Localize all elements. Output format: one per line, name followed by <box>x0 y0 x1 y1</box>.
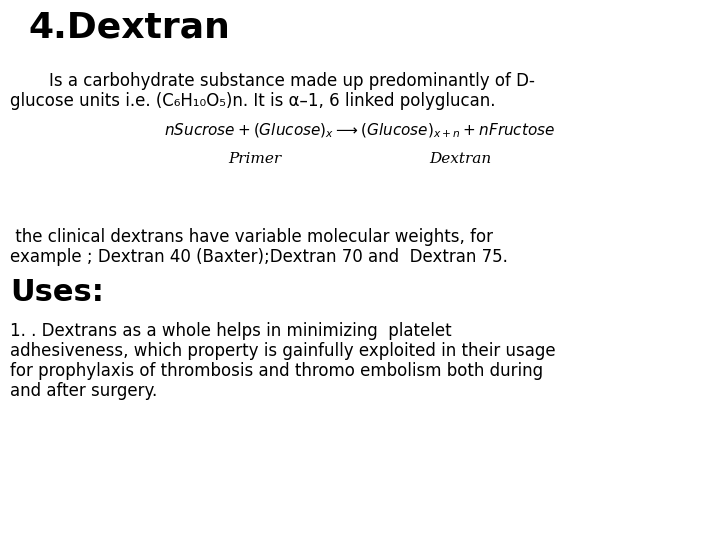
Text: $\mathit{nSucrose + (Glucose)_x \longrightarrow (Glucose)_{x+n} + nFructose}$: $\mathit{nSucrose + (Glucose)_x \longrig… <box>164 122 556 140</box>
Text: adhesiveness, which property is gainfully exploited in their usage: adhesiveness, which property is gainfull… <box>10 342 556 360</box>
Text: for prophylaxis of thrombosis and thromo embolism both during: for prophylaxis of thrombosis and thromo… <box>10 362 543 380</box>
Text: the clinical dextrans have variable molecular weights, for: the clinical dextrans have variable mole… <box>10 228 493 246</box>
Text: Dextran: Dextran <box>429 152 491 166</box>
Text: glucose units i.e. (C₆H₁₀O₅)n. It is α–1, 6 linked polyglucan.: glucose units i.e. (C₆H₁₀O₅)n. It is α–1… <box>10 92 495 110</box>
Text: and after surgery.: and after surgery. <box>10 382 157 400</box>
Text: Primer: Primer <box>228 152 282 166</box>
Text: 4.Dextran: 4.Dextran <box>28 10 230 44</box>
Text: 1. . Dextrans as a whole helps in minimizing  platelet: 1. . Dextrans as a whole helps in minimi… <box>10 322 451 340</box>
Text: Is a carbohydrate substance made up predominantly of D-: Is a carbohydrate substance made up pred… <box>28 72 535 90</box>
Text: example ; Dextran 40 (Baxter);Dextran 70 and  Dextran 75.: example ; Dextran 40 (Baxter);Dextran 70… <box>10 248 508 266</box>
Text: Uses:: Uses: <box>10 278 104 307</box>
